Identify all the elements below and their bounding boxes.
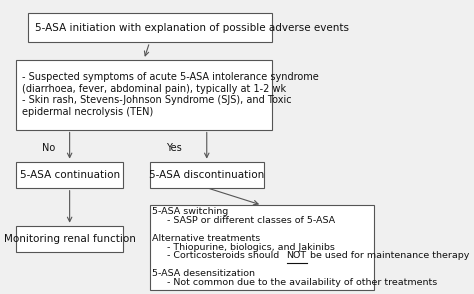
- Text: - Corticosteroids should: - Corticosteroids should: [152, 251, 282, 260]
- FancyBboxPatch shape: [150, 205, 374, 290]
- Text: - Not common due to the availability of other treatments: - Not common due to the availability of …: [152, 278, 437, 287]
- Text: 5-ASA discontinuation: 5-ASA discontinuation: [149, 170, 264, 180]
- FancyBboxPatch shape: [28, 13, 272, 42]
- Text: Monitoring renal function: Monitoring renal function: [4, 234, 136, 244]
- Text: Yes: Yes: [166, 143, 182, 153]
- Text: - SASP or different classes of 5-ASA: - SASP or different classes of 5-ASA: [152, 216, 335, 225]
- Text: - Thiopurine, biologics, and Jakinibs: - Thiopurine, biologics, and Jakinibs: [152, 243, 334, 252]
- Text: 5-ASA initiation with explanation of possible adverse events: 5-ASA initiation with explanation of pos…: [36, 23, 349, 33]
- FancyBboxPatch shape: [150, 162, 264, 188]
- Text: 5-ASA desensitization: 5-ASA desensitization: [152, 269, 255, 278]
- Text: - Suspected symptoms of acute 5-ASA intolerance syndrome
(diarrhoea, fever, abdo: - Suspected symptoms of acute 5-ASA into…: [22, 72, 319, 117]
- FancyBboxPatch shape: [16, 225, 123, 252]
- Text: NOT: NOT: [287, 251, 307, 260]
- Text: 5-ASA continuation: 5-ASA continuation: [19, 170, 120, 180]
- FancyBboxPatch shape: [16, 60, 272, 130]
- Text: be used for maintenance therapy: be used for maintenance therapy: [308, 251, 470, 260]
- Text: No: No: [42, 143, 55, 153]
- FancyBboxPatch shape: [16, 162, 123, 188]
- Text: Alternative treatments: Alternative treatments: [152, 234, 260, 243]
- Text: 5-ASA switching: 5-ASA switching: [152, 207, 228, 216]
